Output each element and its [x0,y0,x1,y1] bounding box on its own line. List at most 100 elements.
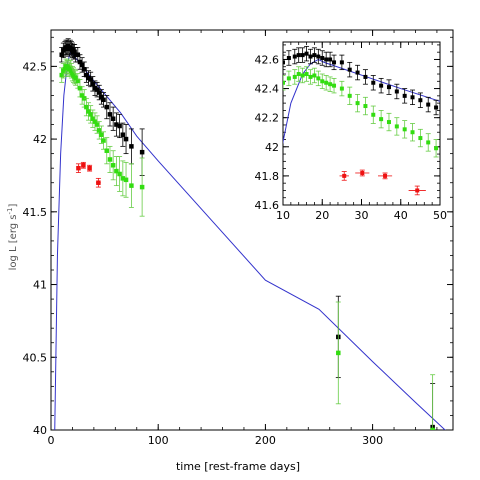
inset-green-point [328,82,333,87]
y-axis-label: log L [erg s-1] [6,204,19,271]
inset-black-point [286,56,291,61]
inset-green-point [292,74,297,79]
inset-black-point [426,102,431,107]
inset-green-point [320,79,325,84]
inset-model-line [283,58,440,145]
inset-black-point [347,67,352,72]
main-green-point [99,132,104,137]
main-black-point [77,59,83,65]
inset-black-point [320,56,325,61]
main-green-point [101,138,106,143]
inset-black-point [418,98,423,103]
main-green-point [94,122,100,127]
inset-green-point [394,124,399,129]
inset-black-point [363,74,368,79]
main-green-point [68,65,73,71]
inset-black-point [308,54,313,59]
main-green-point [77,85,83,91]
main-green-point [59,72,64,78]
inset-ytick-label: 42 [265,141,279,154]
main-black-point [114,122,119,127]
inset-plot-panel: 10 20 30 40 50 41.6 41.8 42 42.2 42.4 42.6 [255,41,447,222]
inset-black-point [355,70,360,75]
inset-green-point [418,136,423,141]
inset-red-point [342,173,347,178]
inset-green-point [347,93,352,98]
inset-green-point [300,73,305,78]
main-green-point [104,148,109,153]
inset-black-point [386,85,391,90]
inset-green-point [312,73,317,78]
inset-black-point [283,60,285,65]
inset-xtick-label: 40 [394,209,408,222]
main-green-point [75,78,81,84]
inset-green-point [339,86,344,91]
inset-ytick-label: 42.2 [255,112,280,125]
inset-black-point [394,89,399,94]
inset-green-point [402,127,407,132]
inset-black-point [316,54,321,59]
main-green-point [120,176,126,181]
main-xtick-label: 100 [148,434,169,447]
inset-black-point [339,60,344,65]
main-green-point [84,104,89,110]
main-green-point [73,75,78,81]
inset-green-point [316,76,321,81]
inset-green-point [426,140,431,145]
x-axis-label: time [rest-frame days] [176,460,300,473]
y-axis-label-sup: -1 [6,208,14,215]
inset-red-point [360,170,365,175]
main-green-point [114,168,119,174]
main-black-point [59,52,64,57]
inset-black-point [328,57,333,62]
inset-ytick-label: 41.6 [255,199,280,212]
inset-black-point [379,83,384,88]
main-red-point [87,165,92,171]
main-model-line [54,50,446,430]
inset-green-point [324,80,329,85]
main-black-point [120,132,126,137]
main-ytick-label: 40 [33,424,47,437]
main-black-point [90,81,96,87]
inset-black-point [371,80,376,85]
main-ytick-label: 42.5 [23,60,48,73]
main-green-point [129,183,134,188]
main-black-point [94,87,100,92]
main-black-point [139,149,145,155]
inset-xtick-label: 10 [276,209,290,222]
main-green-point [123,177,129,183]
inset-ytick-label: 42.4 [255,83,280,96]
main-green-point [110,163,116,168]
main-ytick-label: 42 [33,133,47,146]
inset-xtick-label: 30 [355,209,369,222]
main-black-point [123,136,129,142]
inset-ytick-label: 42.6 [255,53,280,66]
main-xtick-label: 200 [255,434,276,447]
inset-green-point [363,104,368,109]
main-black-point [88,77,93,82]
main-green-point [139,184,145,190]
inset-ytick-label: 41.8 [255,170,280,183]
inset-green-point [332,83,337,88]
inset-black-point [292,54,297,59]
inset-black-point [434,105,439,110]
inset-green-point [286,76,291,81]
main-green-point [430,427,435,430]
main-green-point [90,116,96,121]
inset-black-point [402,93,407,98]
inset-black-point [300,53,305,58]
inset-red-point [415,188,420,193]
main-black-point [117,123,122,129]
main-black-point [104,104,109,110]
inset-green-point [386,120,391,125]
main-green-point [96,128,102,133]
main-black-point [129,144,134,149]
inset-black-point [332,60,337,65]
inset-xtick-label: 20 [315,209,329,222]
main-xtick-label: 0 [48,434,55,447]
main-black-point [79,62,85,68]
main-green-point [79,93,85,98]
inset-green-point [410,130,415,135]
y-axis-label-end: ] [8,204,19,208]
